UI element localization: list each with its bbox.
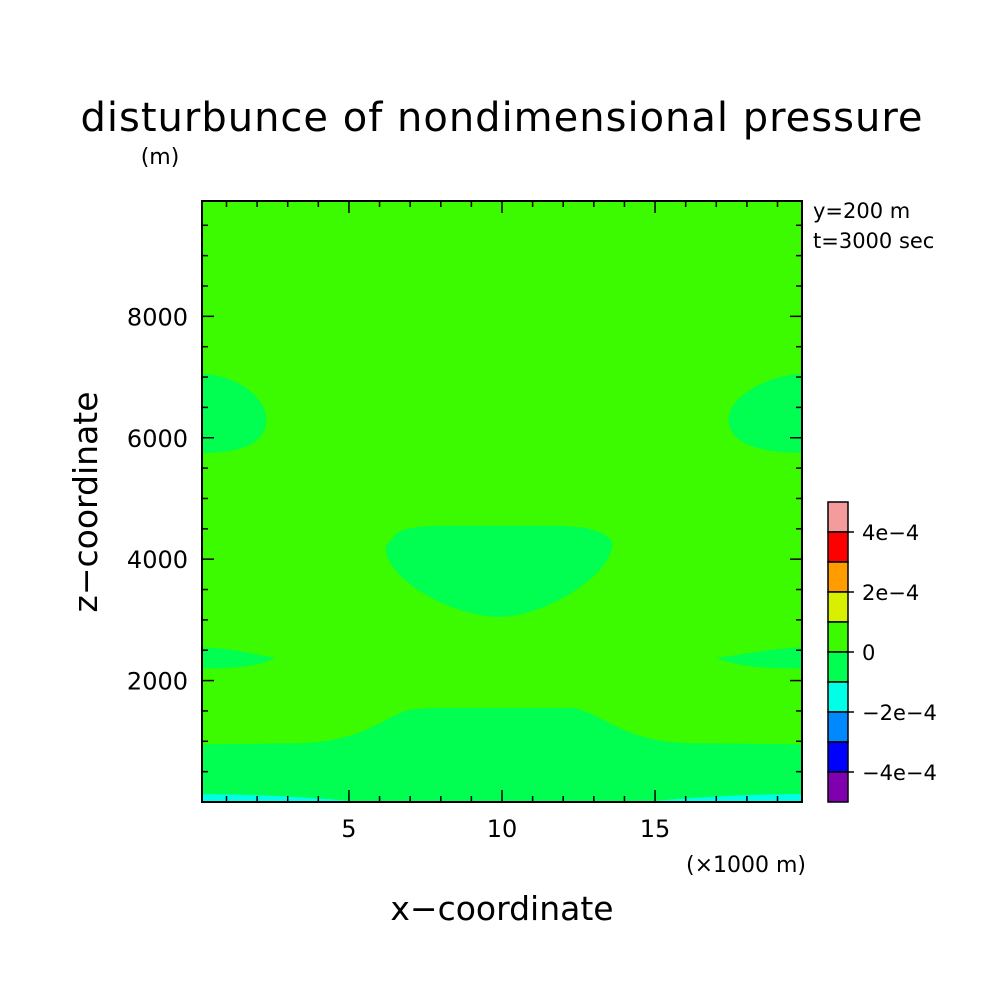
colorbar-swatch	[827, 741, 849, 773]
colorbar-tick-label: 4e−4	[862, 521, 919, 545]
colorbar-swatch	[827, 501, 849, 533]
plot-axes: 5 10 15 2000 4000 6000 8000	[127, 200, 803, 843]
region-left-lower-sliver	[202, 647, 276, 669]
contour-field	[202, 201, 802, 802]
y-tick-label: 6000	[127, 425, 188, 453]
annotation-t: t=3000 sec	[813, 229, 934, 253]
x-unit-label: (×1000 m)	[686, 853, 806, 878]
chart-title: disturbunce of nondimensional pressure	[81, 95, 924, 141]
y-axis-label: z−coordinate	[66, 392, 105, 613]
colorbar-tick-label: 2e−4	[862, 581, 919, 605]
colorbar-swatch	[827, 561, 849, 593]
colorbar-tick-label: 0	[862, 641, 875, 665]
colorbar-swatch	[827, 651, 849, 683]
colorbar-swatch	[827, 771, 849, 803]
region-right-upper-lobe	[728, 374, 802, 453]
colorbar-swatch	[827, 531, 849, 563]
colorbar: 4e−4 2e−4 0 −2e−4 −4e−4	[827, 501, 937, 803]
z-unit-label: (m)	[141, 145, 180, 170]
colorbar-swatch	[827, 711, 849, 743]
colorbar-tick-label: −4e−4	[862, 761, 937, 785]
y-tick-label: 4000	[127, 546, 188, 574]
region-left-upper-lobe	[202, 374, 267, 453]
y-tick-label: 8000	[127, 303, 188, 331]
x-tick-label: 15	[640, 815, 671, 843]
colorbar-swatch	[827, 681, 849, 713]
y-tick-label: 2000	[127, 668, 188, 696]
region-bottom-layer	[202, 707, 802, 802]
colorbar-swatch	[827, 621, 849, 653]
colorbar-swatch	[827, 591, 849, 623]
x-axis-label: x−coordinate	[390, 889, 613, 928]
region-right-lower-sliver	[716, 647, 802, 669]
region-central-cell	[385, 525, 613, 617]
colorbar-tick-label: −2e−4	[862, 701, 937, 725]
field-background	[202, 201, 802, 802]
x-tick-label: 5	[341, 815, 356, 843]
annotation-y: y=200 m	[813, 199, 910, 223]
x-tick-label: 10	[487, 815, 518, 843]
